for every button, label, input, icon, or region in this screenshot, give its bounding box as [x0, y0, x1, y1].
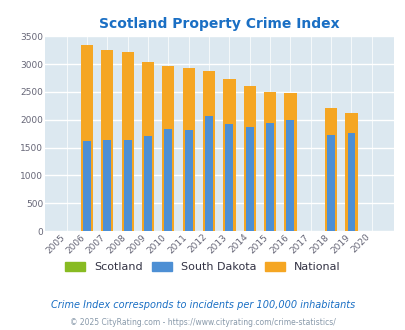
Bar — [162, 66, 174, 231]
Bar — [164, 129, 172, 231]
Legend: Scotland, South Dakota, National: Scotland, South Dakota, National — [61, 257, 344, 277]
Text: © 2025 CityRating.com - https://www.cityrating.com/crime-statistics/: © 2025 CityRating.com - https://www.city… — [70, 318, 335, 327]
Bar — [245, 127, 253, 231]
Text: Crime Index corresponds to incidents per 100,000 inhabitants: Crime Index corresponds to incidents per… — [51, 300, 354, 310]
Bar — [182, 68, 194, 231]
Bar — [81, 45, 93, 231]
Bar — [263, 92, 275, 231]
Bar — [284, 93, 296, 231]
Bar — [83, 141, 91, 231]
Title: Scotland Property Crime Index: Scotland Property Crime Index — [99, 17, 339, 31]
Bar — [144, 136, 151, 231]
Bar — [324, 108, 337, 231]
Bar — [205, 116, 213, 231]
Bar — [121, 52, 134, 231]
Bar — [142, 62, 154, 231]
Bar — [202, 71, 215, 231]
Bar — [326, 135, 334, 231]
Bar — [223, 79, 235, 231]
Bar — [266, 122, 273, 231]
Bar — [124, 140, 131, 231]
Bar — [347, 133, 355, 231]
Bar — [243, 86, 255, 231]
Bar — [286, 120, 294, 231]
Bar — [225, 124, 233, 231]
Bar — [345, 113, 357, 231]
Bar — [101, 50, 113, 231]
Bar — [103, 140, 111, 231]
Bar — [184, 130, 192, 231]
